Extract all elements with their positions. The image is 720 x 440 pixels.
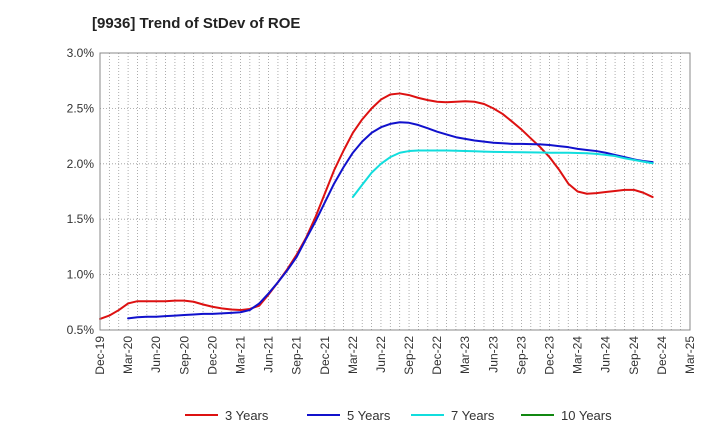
x-axis: Dec-19 Mar-20 Jun-20 Sep-20 Dec-20 Mar-21 Jun-… xyxy=(93,336,697,375)
legend-label: 3 Years xyxy=(225,408,269,423)
legend-label: 10 Years xyxy=(561,408,612,423)
y-tick-label: 2.5% xyxy=(67,101,95,115)
legend-label: 7 Years xyxy=(451,408,495,423)
plot-area xyxy=(99,52,691,331)
y-tick-label: 0.5% xyxy=(67,323,95,337)
x-tick-label: Jun-24 xyxy=(599,336,613,373)
x-tick-label: Dec-22 xyxy=(430,336,444,375)
x-tick-label: Mar-25 xyxy=(683,336,697,374)
x-tick-label: Jun-22 xyxy=(374,336,388,373)
y-tick-label: 1.0% xyxy=(67,268,95,282)
series-line-2 xyxy=(127,121,654,320)
x-tick-label: Sep-23 xyxy=(514,336,528,375)
x-tick-label: Mar-20 xyxy=(121,336,135,374)
legend: 3 Years 5 Years 7 Years 10 Years xyxy=(185,408,612,423)
x-tick-label: Dec-24 xyxy=(655,336,669,375)
x-tick-label: Dec-21 xyxy=(318,336,332,375)
series-line-3 xyxy=(351,149,654,199)
x-tick-label: Mar-23 xyxy=(458,336,472,374)
y-axis: 0.5% 1.0% 1.5% 2.0% 2.5% 3.0% xyxy=(67,46,95,337)
chart-title: [9936] Trend of StDev of ROE xyxy=(92,15,300,32)
x-tick-label: Mar-21 xyxy=(233,336,247,374)
legend-label: 5 Years xyxy=(347,408,391,423)
y-tick-label: 3.0% xyxy=(67,46,95,60)
x-tick-label: Dec-23 xyxy=(543,336,557,375)
x-tick-label: Jun-21 xyxy=(262,336,276,373)
y-tick-label: 1.5% xyxy=(67,212,95,226)
series-line-1 xyxy=(99,92,654,320)
plot-background xyxy=(100,53,690,330)
x-tick-label: Sep-21 xyxy=(290,336,304,375)
plot-border xyxy=(99,52,691,331)
gridlines xyxy=(100,53,690,330)
x-tick-label: Mar-22 xyxy=(346,336,360,374)
x-tick-label: Dec-20 xyxy=(205,336,219,375)
x-tick-label: Jun-20 xyxy=(149,336,163,373)
series-layer xyxy=(99,92,654,320)
x-tick-label: Jun-23 xyxy=(486,336,500,373)
y-tick-label: 2.0% xyxy=(67,157,95,171)
x-tick-label: Dec-19 xyxy=(93,336,107,375)
x-tick-label: Sep-20 xyxy=(177,336,191,375)
x-tick-label: Sep-22 xyxy=(402,336,416,375)
x-tick-label: Mar-24 xyxy=(571,336,585,374)
x-tick-label: Sep-24 xyxy=(627,336,641,375)
